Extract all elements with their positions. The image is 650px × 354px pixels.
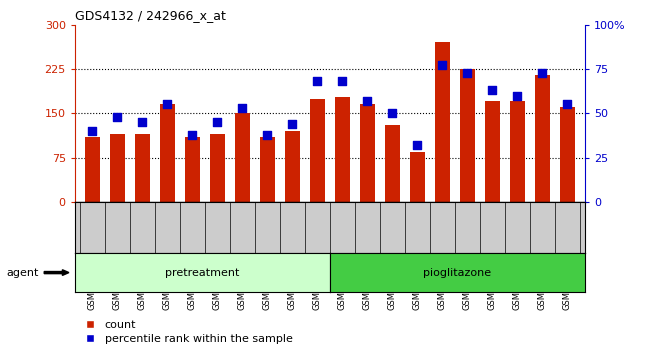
Bar bbox=[535, 75, 550, 202]
Bar bbox=[160, 104, 175, 202]
Bar bbox=[335, 97, 350, 202]
Point bbox=[488, 87, 498, 93]
Bar bbox=[135, 134, 150, 202]
Point bbox=[237, 105, 248, 111]
Bar bbox=[285, 131, 300, 202]
Bar bbox=[235, 113, 250, 202]
Bar bbox=[510, 102, 525, 202]
Text: GDS4132 / 242966_x_at: GDS4132 / 242966_x_at bbox=[75, 9, 226, 22]
Text: pioglitazone: pioglitazone bbox=[423, 268, 491, 278]
Point bbox=[112, 114, 122, 120]
Text: agent: agent bbox=[6, 268, 39, 278]
Point bbox=[412, 142, 423, 148]
Point bbox=[87, 128, 98, 134]
Point bbox=[212, 119, 222, 125]
Point bbox=[437, 63, 448, 68]
Point bbox=[562, 102, 573, 107]
Bar bbox=[460, 69, 475, 202]
Bar bbox=[210, 134, 225, 202]
Bar bbox=[435, 42, 450, 202]
Point bbox=[362, 98, 372, 104]
Legend: count, percentile rank within the sample: count, percentile rank within the sample bbox=[81, 315, 297, 348]
Bar bbox=[185, 137, 200, 202]
Bar bbox=[560, 107, 575, 202]
Point bbox=[262, 132, 272, 137]
Bar bbox=[260, 137, 275, 202]
Point bbox=[287, 121, 298, 127]
Point bbox=[462, 70, 473, 75]
Bar bbox=[310, 98, 325, 202]
Bar bbox=[360, 104, 375, 202]
Point bbox=[187, 132, 198, 137]
Bar bbox=[485, 102, 500, 202]
Bar bbox=[410, 152, 425, 202]
Point bbox=[162, 102, 172, 107]
Point bbox=[337, 79, 348, 84]
Bar bbox=[385, 125, 400, 202]
Point bbox=[387, 110, 398, 116]
Point bbox=[137, 119, 148, 125]
Text: pretreatment: pretreatment bbox=[165, 268, 239, 278]
Point bbox=[538, 70, 548, 75]
Bar bbox=[84, 137, 99, 202]
Point bbox=[312, 79, 322, 84]
Bar bbox=[110, 134, 125, 202]
Point bbox=[512, 93, 523, 98]
